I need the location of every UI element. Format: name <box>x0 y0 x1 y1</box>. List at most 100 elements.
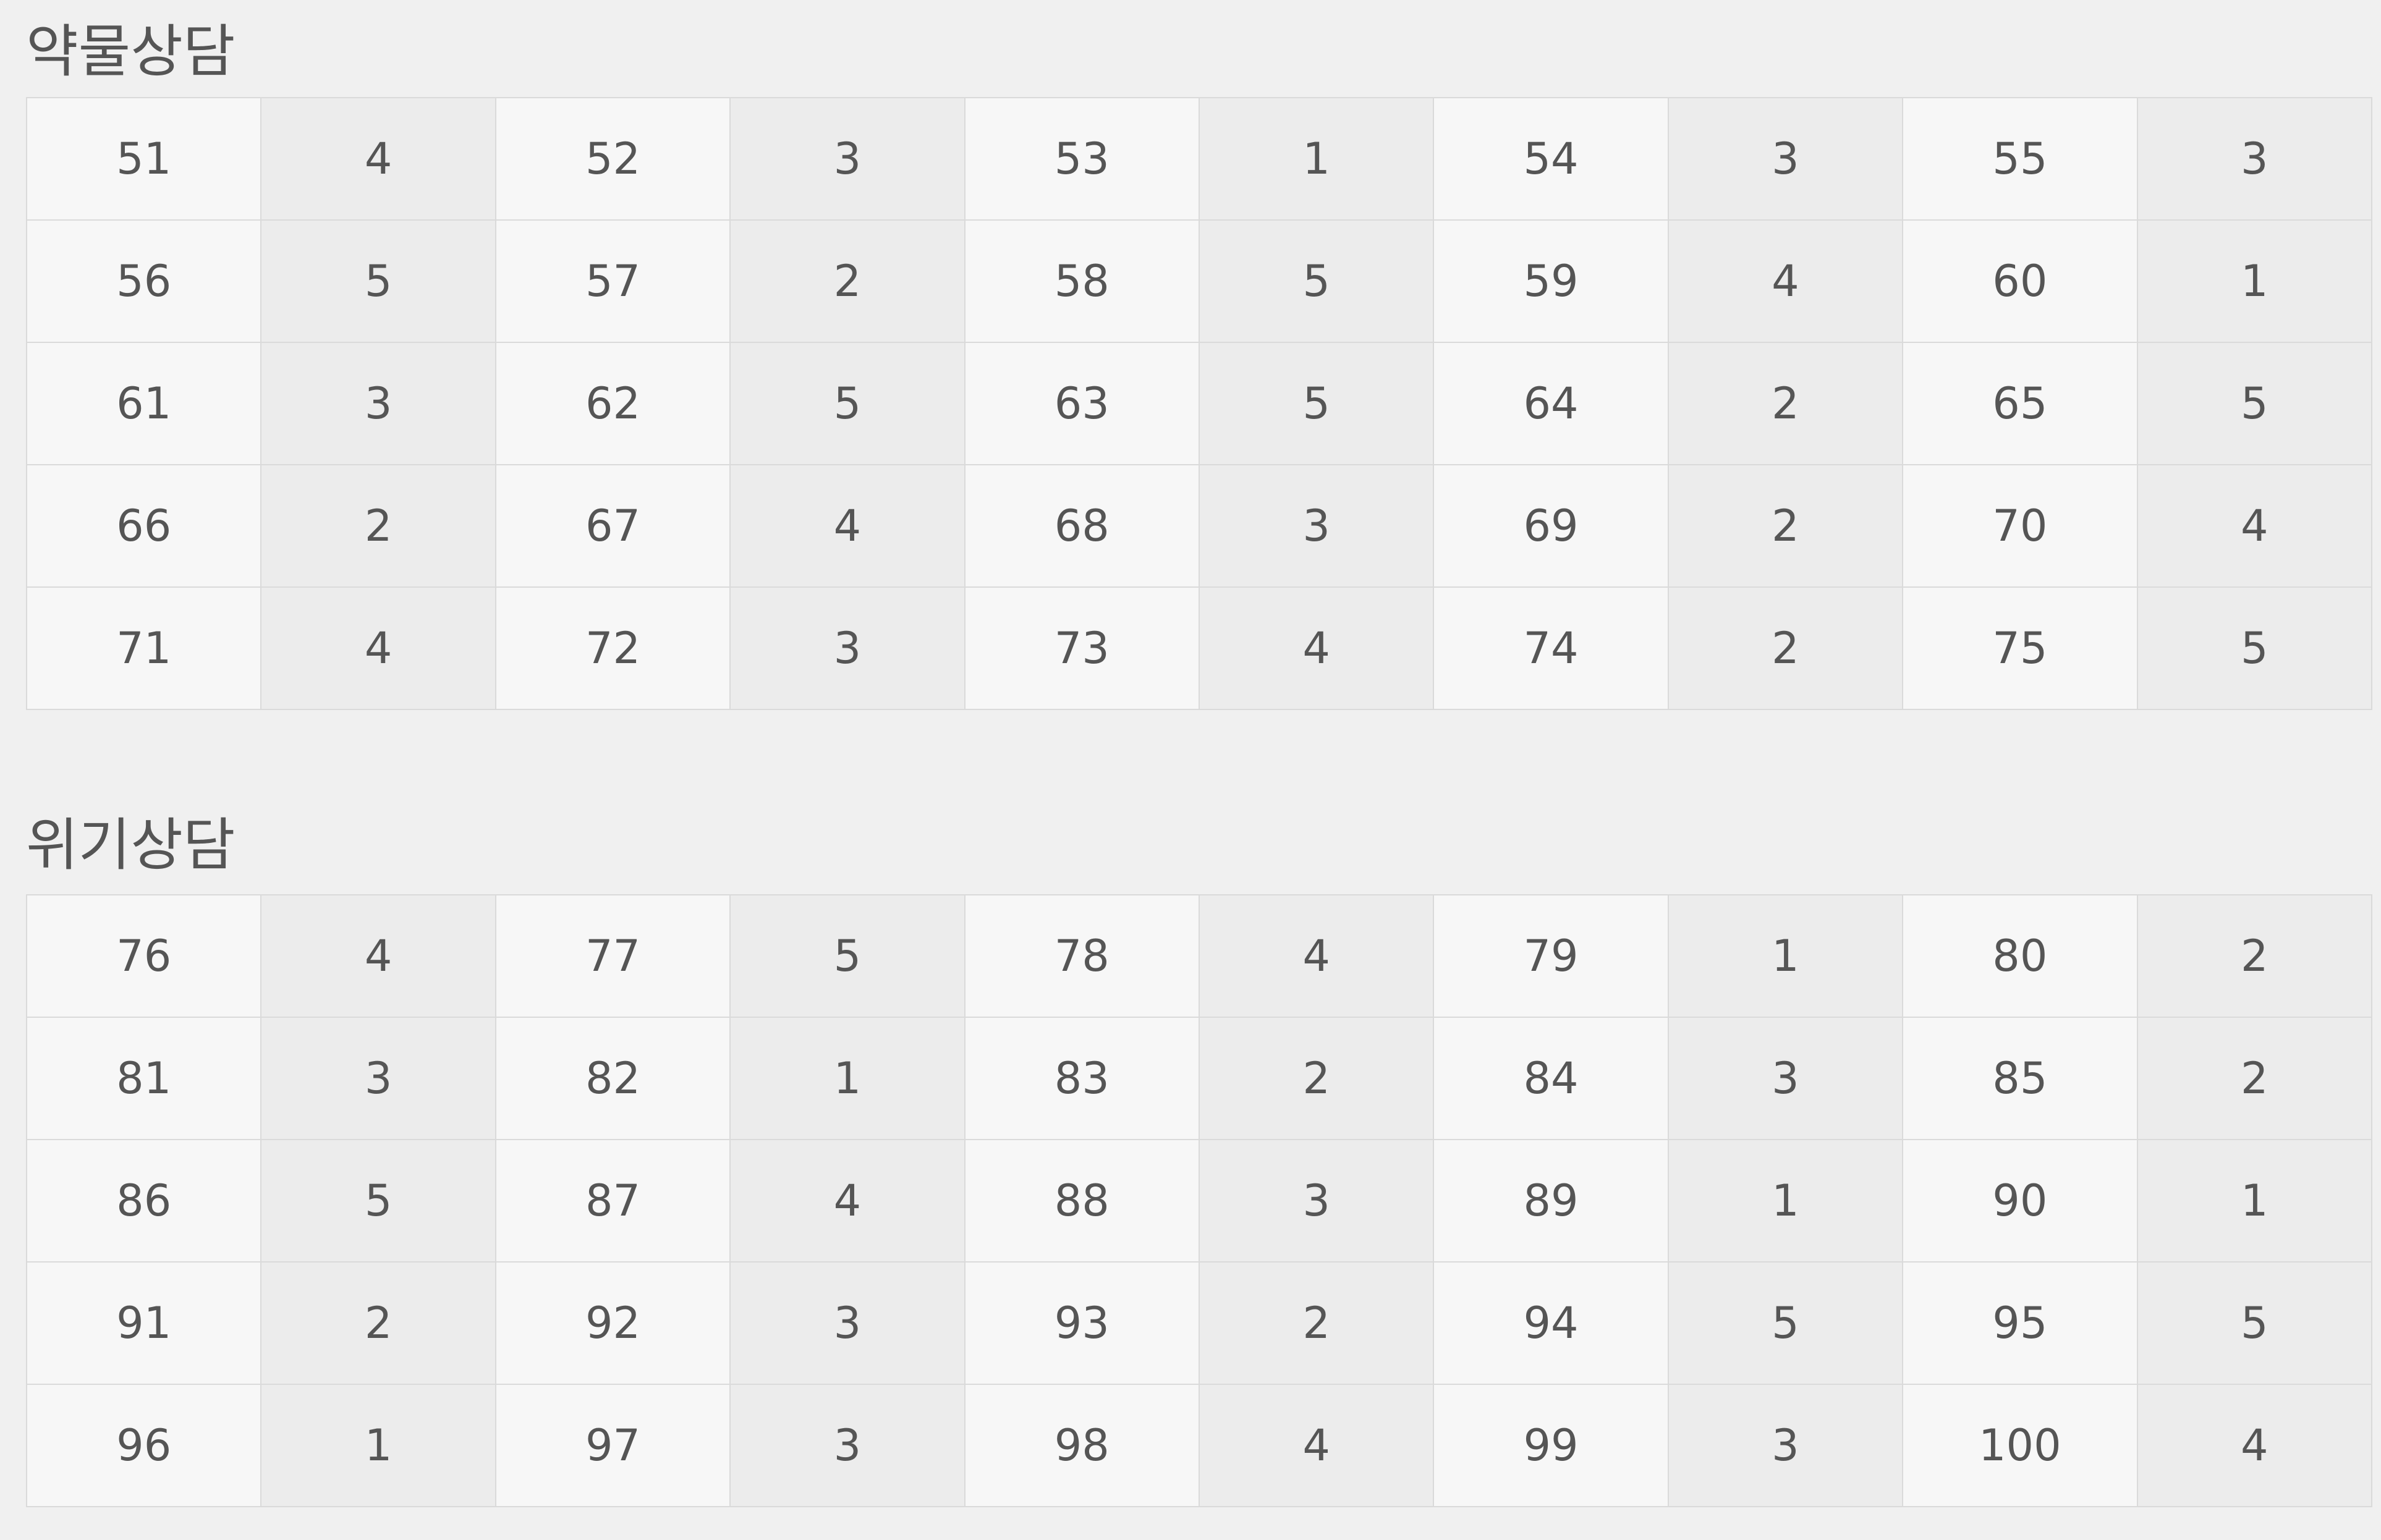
question-number-cell: 96 <box>25 1384 262 1507</box>
question-number-cell: 73 <box>964 586 1200 710</box>
question-number-cell: 56 <box>25 219 262 343</box>
answer-score-cell: 4 <box>2136 1384 2373 1507</box>
answer-score-cell: 1 <box>1667 1139 1904 1263</box>
table-row: 86 5 87 4 88 3 89 1 90 1 <box>25 1139 2373 1263</box>
answer-score-cell: 4 <box>1667 219 1904 343</box>
question-number-cell: 58 <box>964 219 1200 343</box>
question-number-cell: 72 <box>494 586 731 710</box>
answer-score-cell: 4 <box>1198 586 1435 710</box>
question-number-cell: 77 <box>494 894 731 1018</box>
answer-score-cell: 1 <box>2136 219 2373 343</box>
answer-score-cell: 3 <box>1198 464 1435 588</box>
question-number-cell: 57 <box>494 219 731 343</box>
question-number-cell: 60 <box>1902 219 2138 343</box>
answer-score-cell: 2 <box>260 464 496 588</box>
answer-score-cell: 3 <box>729 1261 966 1385</box>
question-number-cell: 94 <box>1433 1261 1669 1385</box>
question-number-cell: 64 <box>1433 342 1669 465</box>
answer-score-cell: 4 <box>260 894 496 1018</box>
question-number-cell: 65 <box>1902 342 2138 465</box>
question-number-cell: 87 <box>494 1139 731 1263</box>
answer-score-cell: 5 <box>2136 1261 2373 1385</box>
table-row: 61 3 62 5 63 5 64 2 65 5 <box>25 342 2373 465</box>
question-number-cell: 76 <box>25 894 262 1018</box>
question-number-cell: 91 <box>25 1261 262 1385</box>
answer-score-cell: 2 <box>1198 1261 1435 1385</box>
section-title-drug-counseling: 약물상담 <box>26 19 236 85</box>
question-number-cell: 55 <box>1902 97 2138 221</box>
question-number-cell: 66 <box>25 464 262 588</box>
answer-score-cell: 5 <box>1198 219 1435 343</box>
answer-score-cell: 4 <box>260 586 496 710</box>
question-number-cell: 99 <box>1433 1384 1669 1507</box>
question-number-cell: 61 <box>25 342 262 465</box>
table-row: 91 2 92 3 93 2 94 5 95 5 <box>25 1261 2373 1385</box>
answer-score-cell: 4 <box>260 97 496 221</box>
answer-score-cell: 3 <box>2136 97 2373 221</box>
table-row: 66 2 67 4 68 3 69 2 70 4 <box>25 464 2373 588</box>
question-number-cell: 83 <box>964 1017 1200 1140</box>
answer-score-cell: 5 <box>1667 1261 1904 1385</box>
answer-score-cell: 2 <box>2136 894 2373 1018</box>
question-number-cell: 97 <box>494 1384 731 1507</box>
answer-score-cell: 3 <box>729 1384 966 1507</box>
answer-score-cell: 5 <box>729 342 966 465</box>
answer-score-cell: 4 <box>729 464 966 588</box>
question-number-cell: 74 <box>1433 586 1669 710</box>
question-number-cell: 80 <box>1902 894 2138 1018</box>
answer-score-cell: 2 <box>729 219 966 343</box>
answer-score-cell: 1 <box>1198 97 1435 221</box>
answer-score-cell: 2 <box>1667 464 1904 588</box>
answer-score-cell: 3 <box>260 1017 496 1140</box>
answer-score-cell: 4 <box>729 1139 966 1263</box>
question-number-cell: 69 <box>1433 464 1669 588</box>
question-number-cell: 63 <box>964 342 1200 465</box>
answer-score-cell: 2 <box>2136 1017 2373 1140</box>
question-number-cell: 62 <box>494 342 731 465</box>
answer-score-cell: 3 <box>1667 97 1904 221</box>
table-row: 71 4 72 3 73 4 74 2 75 5 <box>25 586 2373 710</box>
question-number-cell: 86 <box>25 1139 262 1263</box>
answer-score-cell: 4 <box>2136 464 2373 588</box>
section-title-crisis-counseling: 위기상담 <box>26 812 236 878</box>
question-number-cell: 51 <box>25 97 262 221</box>
answer-score-cell: 5 <box>260 219 496 343</box>
answer-table-crisis-counseling: 76 4 77 5 78 4 79 1 80 2 81 3 82 1 83 2 84 3 85 2 86 5 87 4 88 3 8… <box>25 894 2373 1507</box>
answer-score-cell: 4 <box>1198 1384 1435 1507</box>
table-row: 96 1 97 3 98 4 99 3 100 4 <box>25 1384 2373 1507</box>
question-number-cell: 53 <box>964 97 1200 221</box>
answer-score-cell: 3 <box>1667 1384 1904 1507</box>
question-number-cell: 82 <box>494 1017 731 1140</box>
answer-score-cell: 2 <box>1198 1017 1435 1140</box>
question-number-cell: 59 <box>1433 219 1669 343</box>
question-number-cell: 84 <box>1433 1017 1669 1140</box>
question-number-cell: 90 <box>1902 1139 2138 1263</box>
question-number-cell: 88 <box>964 1139 1200 1263</box>
answer-score-cell: 5 <box>2136 586 2373 710</box>
answer-score-cell: 2 <box>260 1261 496 1385</box>
answer-score-cell: 3 <box>1667 1017 1904 1140</box>
table-row: 56 5 57 2 58 5 59 4 60 1 <box>25 219 2373 343</box>
question-number-cell: 54 <box>1433 97 1669 221</box>
answer-score-cell: 3 <box>260 342 496 465</box>
question-number-cell: 85 <box>1902 1017 2138 1140</box>
question-number-cell: 98 <box>964 1384 1200 1507</box>
question-number-cell: 79 <box>1433 894 1669 1018</box>
question-number-cell: 89 <box>1433 1139 1669 1263</box>
table-row: 51 4 52 3 53 1 54 3 55 3 <box>25 97 2373 221</box>
answer-score-cell: 2 <box>1667 342 1904 465</box>
answer-score-cell: 1 <box>1667 894 1904 1018</box>
answer-score-cell: 5 <box>1198 342 1435 465</box>
answer-score-cell: 1 <box>2136 1139 2373 1263</box>
answer-score-cell: 3 <box>729 97 966 221</box>
question-number-cell: 92 <box>494 1261 731 1385</box>
table-row: 81 3 82 1 83 2 84 3 85 2 <box>25 1017 2373 1140</box>
answer-score-cell: 1 <box>729 1017 966 1140</box>
answer-score-cell: 3 <box>1198 1139 1435 1263</box>
question-number-cell: 78 <box>964 894 1200 1018</box>
question-number-cell: 75 <box>1902 586 2138 710</box>
question-number-cell: 93 <box>964 1261 1200 1385</box>
question-number-cell: 71 <box>25 586 262 710</box>
answer-score-cell: 3 <box>729 586 966 710</box>
answer-score-cell: 1 <box>260 1384 496 1507</box>
